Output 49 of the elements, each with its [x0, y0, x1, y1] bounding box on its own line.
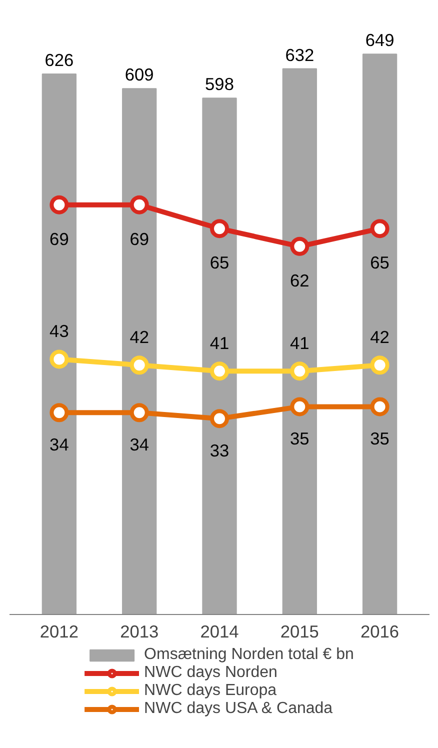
point [130, 356, 149, 375]
data-label: 626 [44, 50, 74, 70]
data-label: 62 [290, 270, 310, 290]
data-label: 65 [210, 252, 230, 273]
point [210, 362, 229, 381]
point [210, 219, 229, 238]
data-label: 42 [130, 327, 149, 348]
data-label: 35 [370, 428, 390, 449]
data-label: 65 [370, 252, 390, 273]
x-tick-label: 2013 [120, 622, 159, 642]
data-label: 649 [365, 30, 394, 50]
point [210, 409, 229, 428]
point [130, 403, 149, 422]
data-label: 609 [124, 64, 154, 85]
bar [122, 88, 157, 614]
data-label: 632 [285, 44, 314, 65]
data-label: 41 [290, 333, 310, 354]
point [290, 362, 310, 381]
bar [42, 73, 77, 614]
point [290, 397, 310, 416]
point [50, 350, 69, 369]
data-label: 42 [370, 327, 390, 348]
bar [362, 54, 398, 614]
legend-label: Omsætning Norden total € bn [144, 646, 354, 664]
legend-label: NWC days USA & Canada [144, 700, 333, 718]
x-tick-label: 2014 [200, 622, 240, 642]
point [130, 195, 149, 214]
legend-label: NWC days Europa [144, 682, 277, 700]
x-tick-label: 2015 [280, 622, 319, 642]
data-label: 41 [210, 333, 230, 354]
point [50, 403, 69, 422]
legend-label: NWC days Norden [144, 664, 278, 682]
point [50, 195, 69, 214]
x-tick-label: 2012 [40, 622, 78, 642]
point [370, 219, 390, 238]
data-label: 43 [50, 321, 69, 342]
data-label: 598 [205, 74, 234, 94]
point [370, 397, 390, 416]
data-label: 33 [210, 440, 230, 461]
x-tick-label: 2016 [360, 622, 400, 642]
bar [202, 98, 237, 614]
point [370, 356, 390, 375]
data-label: 35 [290, 428, 310, 449]
point [290, 236, 310, 256]
data-label: 69 [130, 228, 149, 249]
bar [282, 68, 317, 614]
data-label: 34 [130, 434, 150, 455]
data-label: 69 [50, 228, 69, 249]
data-label: 34 [50, 434, 70, 455]
